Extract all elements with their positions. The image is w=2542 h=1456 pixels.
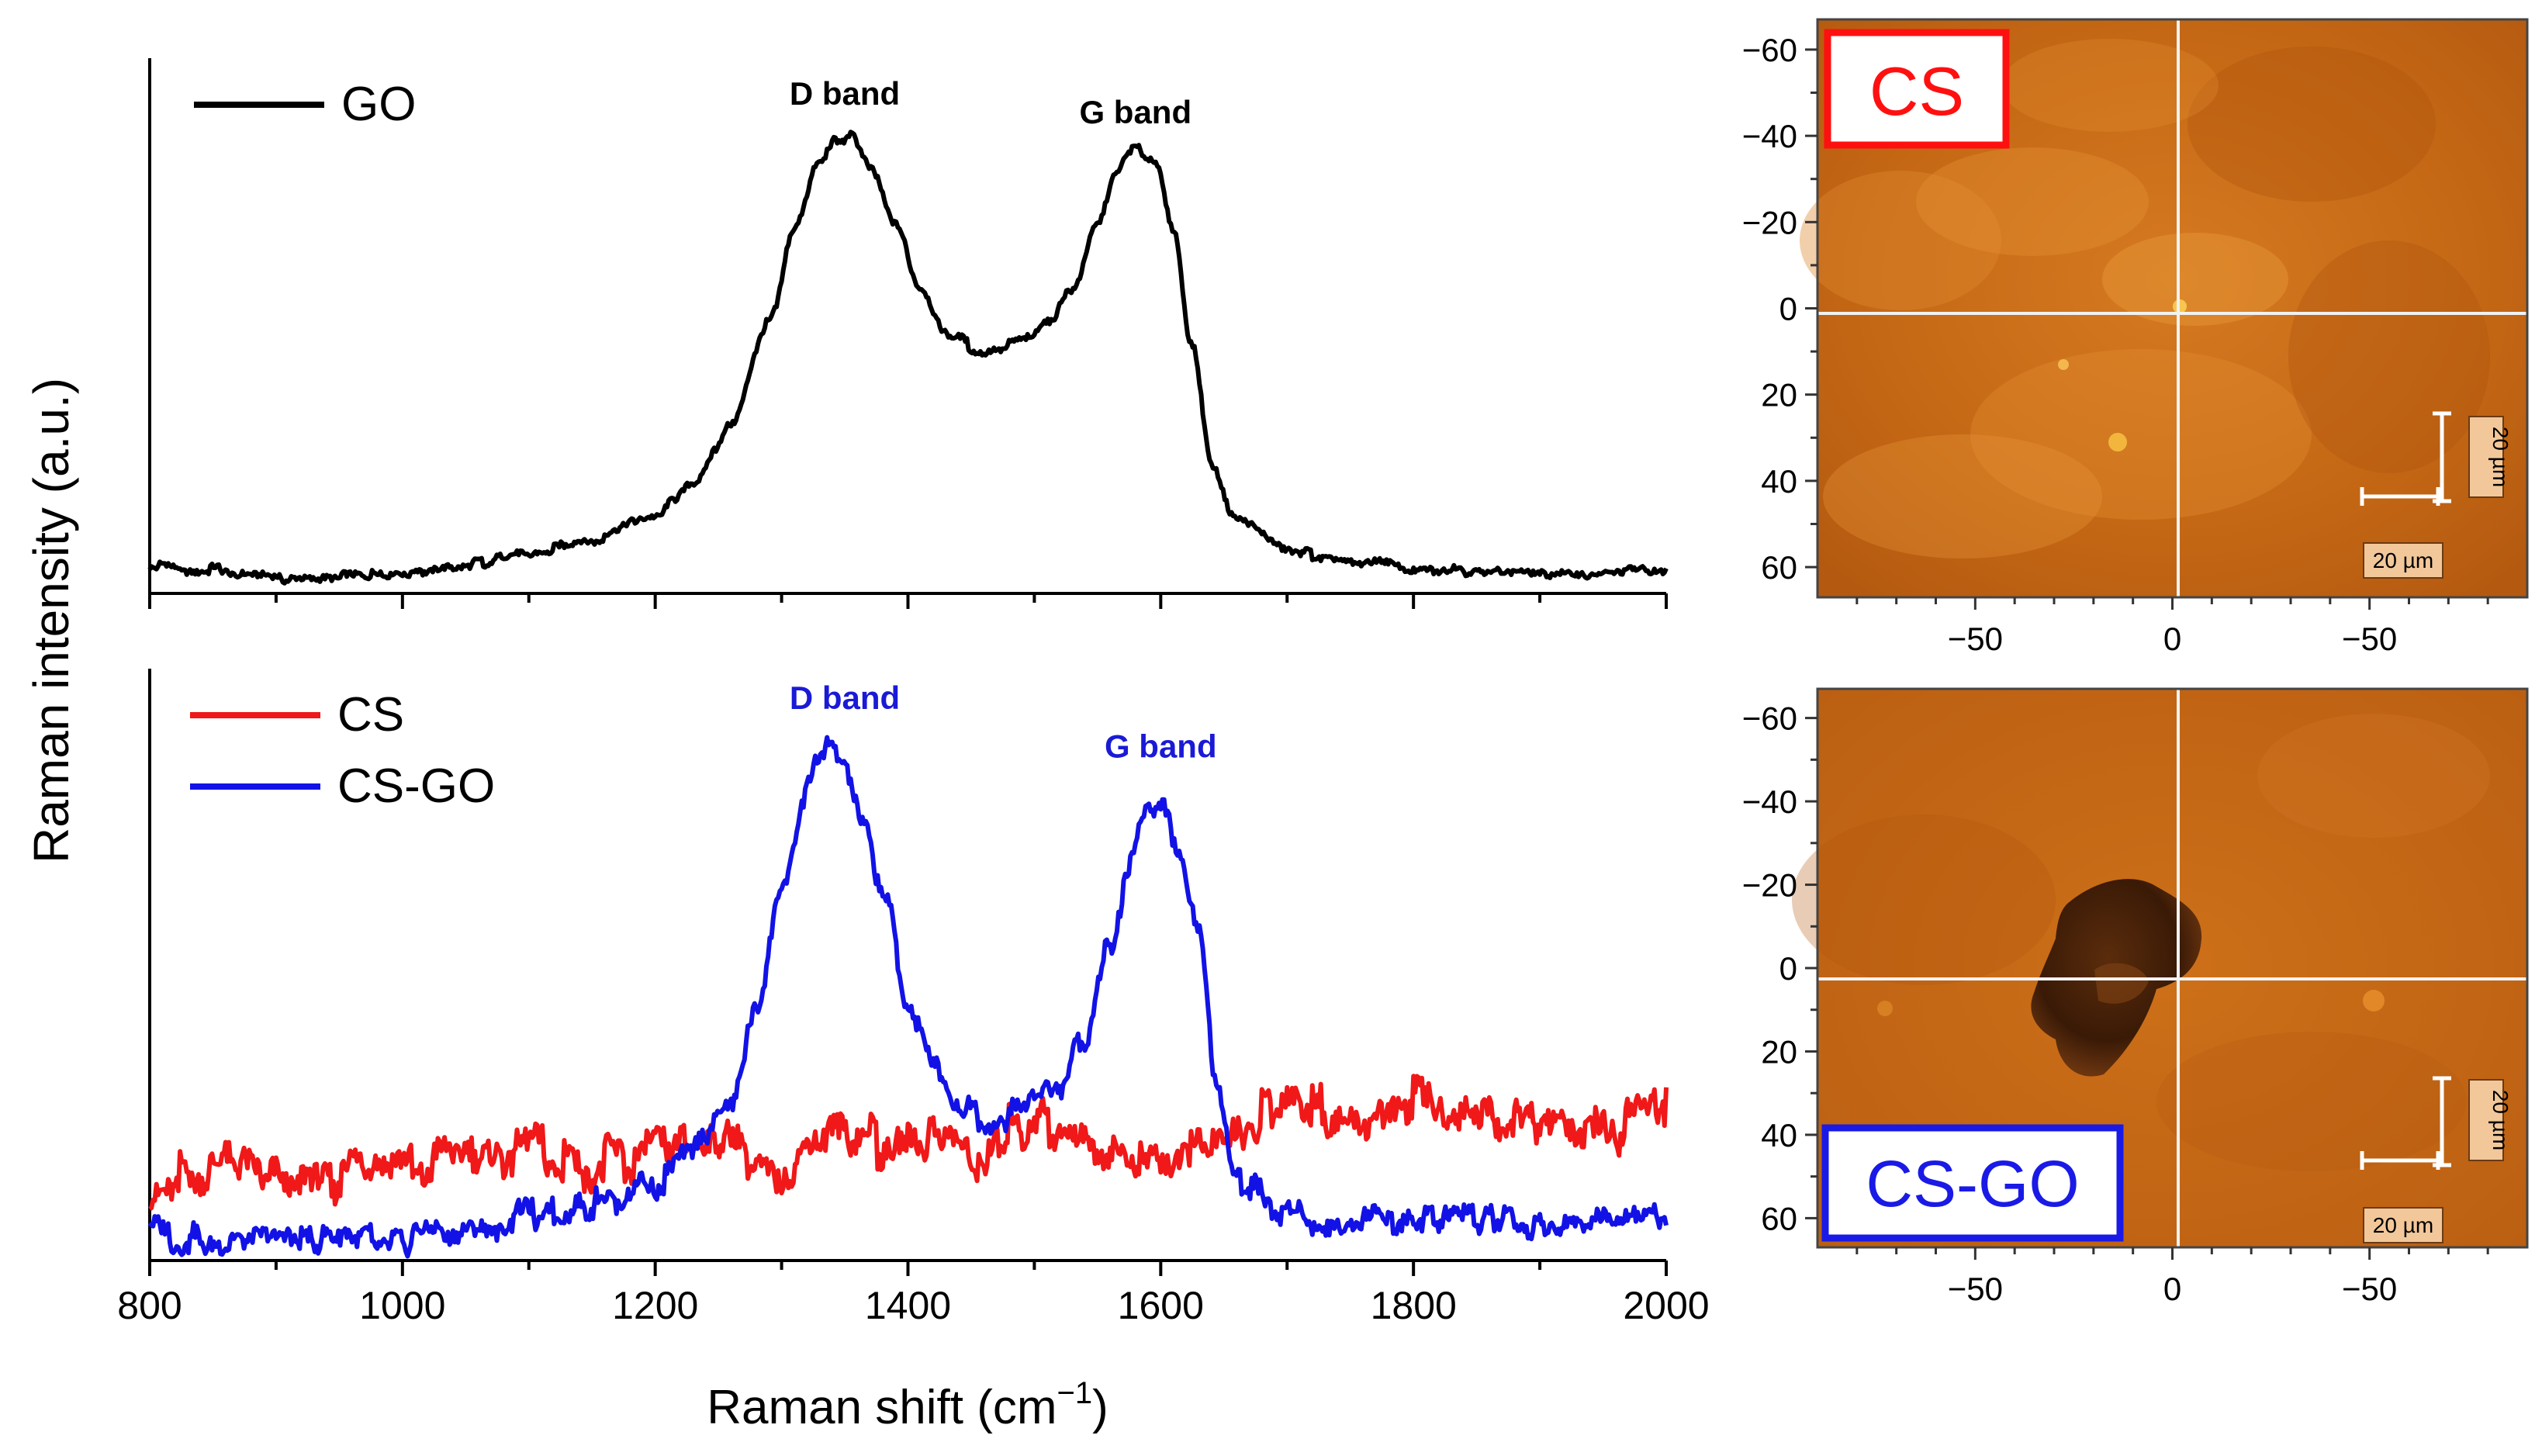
legend-label-cs: CS (337, 688, 404, 742)
micrograph-y-tick-label: −20 (1742, 204, 1797, 240)
bottom-legend: CS CS-GO (190, 688, 495, 813)
texture-blob (1916, 147, 2149, 256)
cs-scale-text-h: 20 µm (2373, 548, 2433, 572)
legend-label-go: GO (341, 78, 416, 131)
x-axis-title: Raman shift (cm−1) (707, 1376, 1108, 1434)
cs-spectrum-line (148, 1074, 1669, 1212)
micrograph-y-tick-label: 60 (1761, 1200, 1797, 1236)
micrograph-y-tick-label: 20 (1761, 377, 1797, 413)
top-legend: GO (194, 78, 416, 131)
x-tick-labels: 800 1000 1200 1400 1600 1800 2000 (117, 1284, 1709, 1327)
bright-spot (2058, 359, 2069, 370)
texture-blob (2102, 233, 2288, 326)
micrograph-cs-go: CS-GO 20 µm 20 µm (1792, 689, 2527, 1247)
micrograph-y-tick-label: 20 (1761, 1033, 1797, 1070)
micrograph-cs-axes: −60 −40 −20 0 20 40 60 −50 0 −50 (1742, 18, 2529, 657)
cs-label-box (1824, 29, 2010, 149)
texture-blob (2288, 240, 2490, 473)
cs-go-g-band-label: G band (1105, 728, 1217, 765)
texture-blob (2188, 47, 2436, 202)
y-axis-title: Raman intensity (a.u.) (23, 378, 79, 863)
micrograph-cs-texture (1800, 39, 2490, 559)
x-axis-title-sup: −1 (1057, 1376, 1093, 1410)
go-d-band-label: D band (790, 75, 900, 112)
texture-blob (1792, 814, 2056, 985)
bright-spot (2108, 433, 2127, 451)
top-panel-x-ticks (148, 593, 1668, 609)
micrograph-cs-go-texture (1792, 714, 2490, 1171)
x-axis-title-end: ) (1092, 1381, 1108, 1434)
texture-blob (2257, 714, 2490, 838)
go-g-band-label: G band (1079, 94, 1191, 130)
micrograph-x-tick-label: 0 (2163, 621, 2181, 657)
micrograph-y-tick-label: −60 (1742, 32, 1797, 68)
x-tick-label: 1000 (359, 1284, 445, 1327)
cs-go-label-text: CS-GO (1866, 1147, 2079, 1220)
cs-go-scale-box-h (2363, 1207, 2443, 1243)
go-particle-highlight (2094, 963, 2149, 1004)
micrograph-y-tick-label: −60 (1742, 700, 1797, 737)
x-tick-label: 1400 (865, 1284, 951, 1327)
texture-blob (2156, 1032, 2467, 1171)
x-tick-label: 1800 (1371, 1284, 1457, 1327)
raman-bottom-panel: CS CS-GO D band G band 800 1000 1200 140… (117, 669, 1710, 1327)
cs-scale-box-h (2363, 542, 2443, 579)
x-axis-title-main: Raman shift (cm (707, 1381, 1057, 1434)
micrograph-y-tick-label: 40 (1761, 463, 1797, 500)
micrograph-x-tick-label: 0 (2163, 1271, 2181, 1307)
cs-scale-text-v: 20 µm (2488, 427, 2513, 487)
x-tick-label: 800 (117, 1284, 182, 1327)
micrograph-y-tick-label: −20 (1742, 867, 1797, 904)
texture-blob (1970, 349, 2312, 520)
micrograph-x-tick-label: −50 (2342, 621, 2397, 657)
cs-go-scale-box-v (2468, 1079, 2504, 1161)
micrograph-x-tick-label: −50 (1948, 1271, 2003, 1307)
raman-top-panel: GO D band G band (147, 58, 1669, 609)
x-tick-label: 2000 (1623, 1284, 1709, 1327)
bright-spot (2363, 990, 2385, 1012)
texture-blob (2001, 39, 2219, 132)
micrograph-y-tick-label: 0 (1779, 291, 1797, 327)
x-tick-label: 1600 (1118, 1284, 1204, 1327)
bright-spot (1877, 1001, 1893, 1016)
cs-scale-box-v (2468, 416, 2504, 498)
micrograph-y-tick-label: 0 (1779, 950, 1797, 987)
cs-go-scale-text-h: 20 µm (2373, 1213, 2433, 1237)
cs-go-d-band-label: D band (790, 680, 900, 716)
cs-go-spectrum-line (147, 735, 1669, 1259)
micrograph-y-tick-label: 40 (1761, 1117, 1797, 1153)
cs-go-label-box (1821, 1124, 2124, 1242)
x-tick-label: 1200 (612, 1284, 698, 1327)
micrograph-y-tick-label: −40 (1742, 118, 1797, 154)
micrograph-y-tick-label: 60 (1761, 549, 1797, 586)
micrograph-y-tick-label: −40 (1742, 783, 1797, 820)
texture-blob (1800, 171, 2001, 310)
micrograph-cs: CS 20 µm 20 µm (1800, 19, 2527, 597)
bottom-panel-x-ticks (148, 1261, 1668, 1276)
legend-label-cs-go: CS-GO (337, 759, 495, 813)
texture-blob (1823, 434, 2102, 559)
cs-label-text: CS (1869, 53, 1964, 130)
cs-go-scale-text-v: 20 µm (2488, 1090, 2513, 1150)
cs-scale-bars (2360, 411, 2451, 506)
micrograph-x-tick-label: −50 (1948, 621, 2003, 657)
cs-go-scale-bars (2360, 1076, 2451, 1170)
micrograph-cs-go-axes: −60 −40 −20 0 20 40 60 −50 0 −50 (1742, 687, 2529, 1307)
go-spectrum-line (147, 130, 1669, 586)
micrograph-x-tick-label: −50 (2342, 1271, 2397, 1307)
